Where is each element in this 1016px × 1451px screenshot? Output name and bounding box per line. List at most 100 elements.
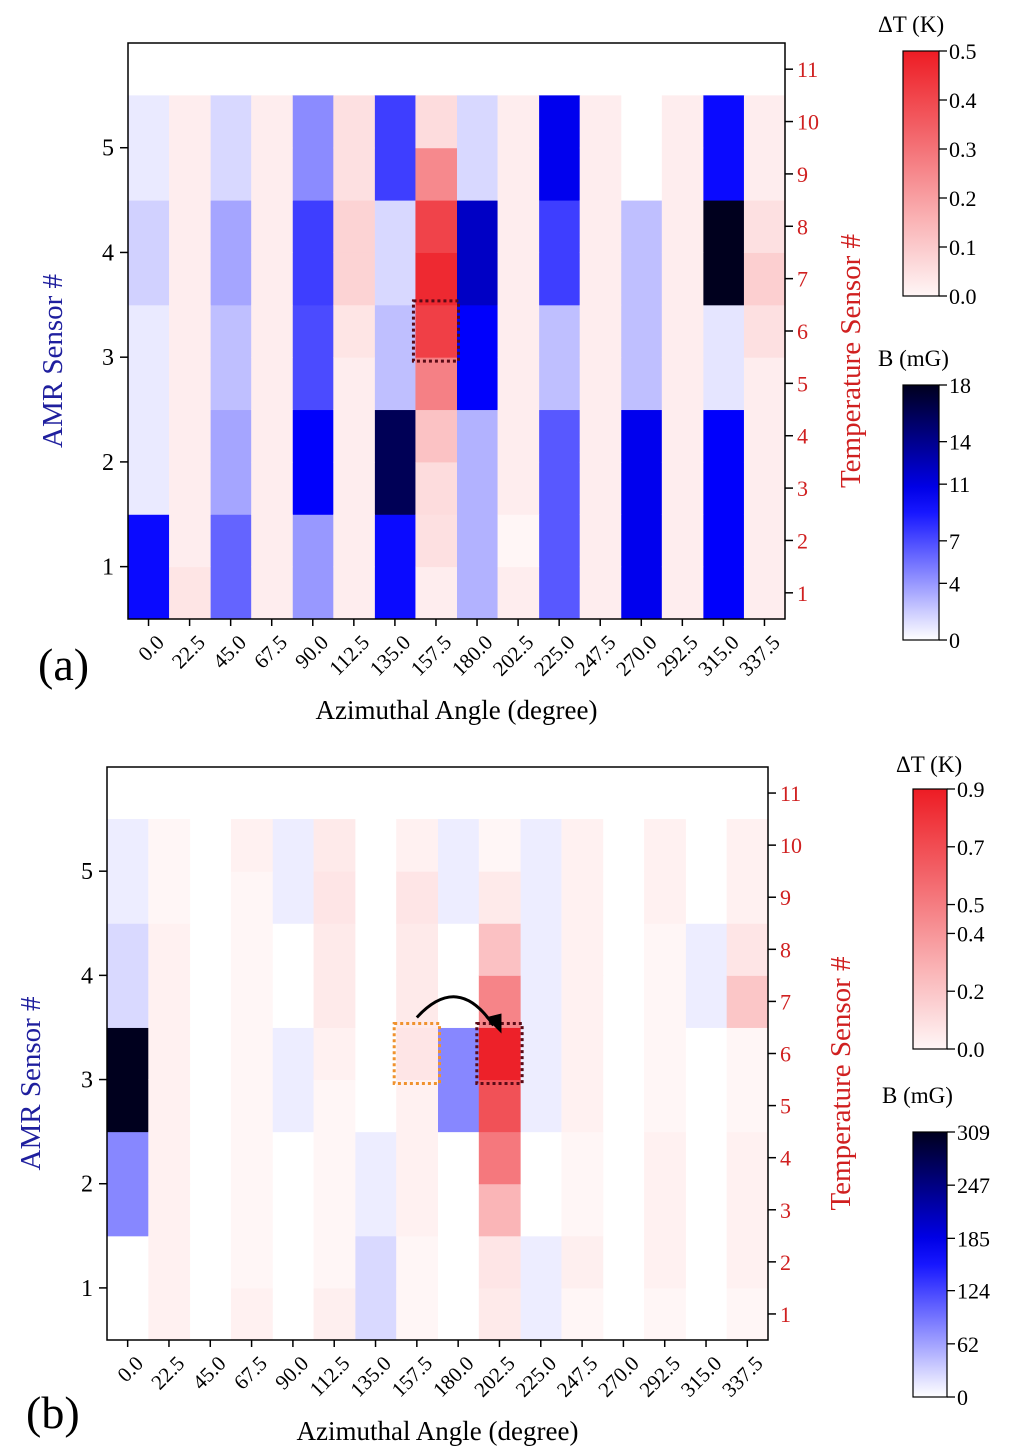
amr-cell [437,1235,480,1341]
temperature-cell [661,147,704,201]
amr-cell [128,409,170,515]
temperature-cell [661,566,704,620]
temperature-cell [230,1287,273,1341]
amr-cell [702,95,745,201]
b-field-colorbar-tick-label: 124 [957,1279,990,1304]
temperature-cell [478,1079,521,1133]
temperature-cell [579,147,622,201]
temperature-cell [579,566,622,620]
amr-cell [272,1131,315,1237]
x-tick-label: 270.0 [611,630,661,680]
temperature-tick-label: 10 [780,833,802,858]
temperature-cell [579,461,622,515]
amr-tick-label: 1 [102,555,114,581]
temperature-cell [169,461,211,515]
amr-cell [538,200,581,306]
amr-cell [520,819,562,924]
x-tick-label: 180.0 [428,1351,478,1401]
delta-t-colorbar [902,50,940,297]
b-field-colorbar-tick-label: 14 [949,430,971,455]
amr-cell [602,1027,645,1133]
temperature-cell [497,304,540,358]
temperature-cell [561,819,604,872]
temperature-cell [230,923,273,976]
temperature-cell [497,514,540,568]
amr-cell [685,1027,728,1133]
amr-cell [520,1235,562,1341]
temperature-cell [661,357,704,411]
temperature-cell [148,1027,191,1081]
temperature-cell [230,819,273,872]
temperature-cell [230,975,273,1028]
temperature-cell [561,1235,604,1289]
amr-cell [702,200,745,306]
amr-cell [437,1027,480,1133]
delta-t-colorbar-title: ΔT (K) [878,12,944,37]
x-tick-label: 292.5 [635,1351,685,1401]
delta-t-colorbar-tick-label: 0.1 [949,235,977,260]
temperature-cell [333,95,375,149]
temperature-cell [396,1131,438,1185]
b-field-colorbar-tick-label: 185 [957,1226,990,1251]
b-field-colorbar-tick-label: 309 [957,1120,990,1145]
amr-cell [128,200,170,306]
amr-cell [354,1027,397,1133]
amr-cell [702,304,745,411]
temperature-cell [743,95,786,149]
amr-cell [437,923,480,1028]
temperature-cell [415,409,457,463]
heatmap-panel-a: 0.022.545.067.590.0112.5135.0157.5180.02… [37,12,977,725]
amr-cell [210,200,252,306]
amr-cell [520,1027,562,1133]
amr-cell [107,1131,149,1237]
amr-cell [538,95,581,201]
delta-t-colorbar-title: ΔT (K) [896,752,962,777]
temperature-cell [251,357,293,411]
temperature-cell [251,95,293,149]
b-field-colorbar-tick-label: 7 [949,529,960,554]
temperature-tick-label: 10 [797,110,819,135]
amr-cell [602,1131,645,1237]
temperature-cell [478,1131,521,1185]
delta-t-colorbar-tick-label: 0.4 [957,921,985,946]
amr-cell [620,304,663,411]
temperature-cell [579,357,622,411]
amr-cell [702,409,745,515]
amr-cell [292,304,334,411]
temperature-cell [148,1183,191,1237]
temperature-cell [644,1079,686,1133]
amr-axis-title: AMR Sensor # [15,996,47,1170]
temperature-tick-label: 7 [780,989,791,1014]
amr-cell [374,514,416,620]
temperature-cell [415,566,457,620]
amr-cell [538,514,581,620]
temperature-cell [726,1027,769,1081]
x-tick-label: 270.0 [593,1351,643,1401]
temperature-cell [415,357,457,411]
x-tick-label: 337.5 [734,630,784,680]
temperature-cell [478,819,521,872]
temperature-cell [169,514,211,568]
delta-t-colorbar-tick-label: 0.0 [949,284,977,309]
shift-arrow [415,995,495,1027]
temperature-cell [415,514,457,568]
amr-cell [354,1235,397,1341]
x-tick-label: 157.5 [406,630,456,680]
amr-cell [374,200,416,306]
x-tick-label: 225.0 [511,1351,561,1401]
b-field-colorbar-tick-label: 4 [949,571,960,596]
temperature-cell [333,200,375,253]
amr-cell [374,95,416,201]
temperature-cell [644,1183,686,1237]
temperature-tick-label: 9 [797,162,808,187]
x-tick-label: 180.0 [447,630,497,680]
delta-t-colorbar-tick-label: 0.7 [957,835,985,860]
amr-cell [520,923,562,1028]
temperature-cell [148,1079,191,1133]
temperature-cell [333,147,375,201]
temperature-cell [561,1079,604,1133]
x-axis-title: Azimuthal Angle (degree) [316,695,598,725]
temperature-cell [333,252,375,306]
temperature-tick-label: 4 [780,1146,791,1171]
amr-cell [685,1131,728,1237]
